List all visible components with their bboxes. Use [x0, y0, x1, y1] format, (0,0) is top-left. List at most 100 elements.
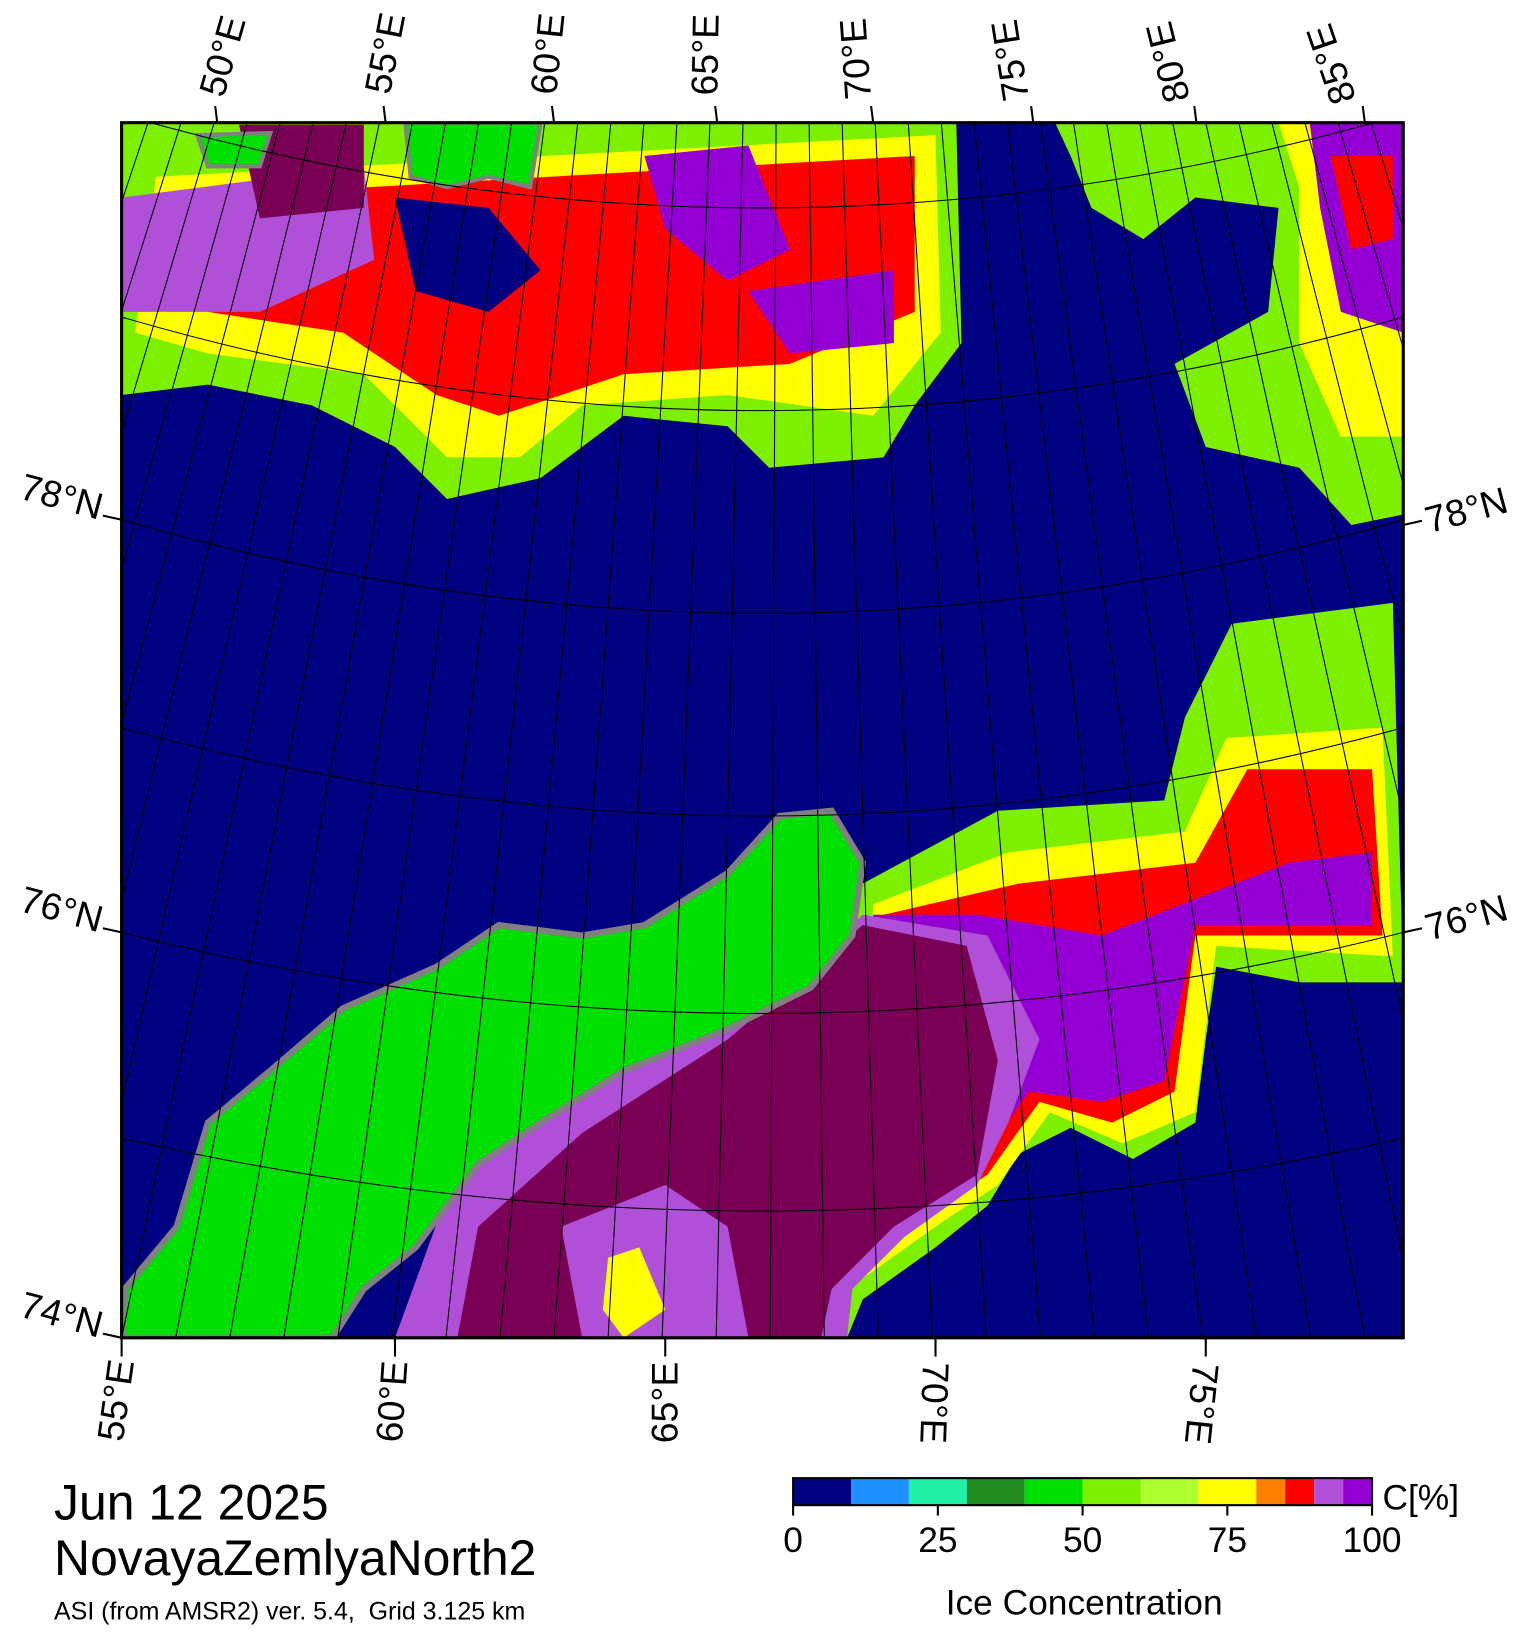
colorbar-segment	[1024, 1478, 1083, 1506]
longitude-label: 75°E	[983, 17, 1037, 104]
longitude-label: 75°E	[1177, 1361, 1227, 1446]
colorbar-tick-label: 0	[783, 1521, 803, 1560]
colorbar-segment	[851, 1478, 909, 1506]
tick-mark	[214, 105, 219, 123]
colorbar-segment	[1343, 1478, 1373, 1506]
colorbar-segment	[1285, 1478, 1315, 1506]
colorbar-label: Ice Concentration	[946, 1583, 1223, 1622]
colorbar-segment	[1140, 1478, 1199, 1506]
subtitle: ASI (from AMSR2) ver. 5.4, Grid 3.125 km	[54, 1597, 525, 1625]
meridian	[121, 122, 215, 435]
longitude-label: 60°E	[368, 1359, 416, 1443]
meridian	[841, 122, 879, 1338]
parallel	[121, 519, 1404, 614]
colorbar-segment	[1198, 1478, 1257, 1506]
tick-mark	[870, 105, 875, 123]
meridian	[769, 122, 777, 1338]
colorbar-segment	[1314, 1478, 1344, 1506]
meridian	[1073, 122, 1258, 1338]
tick-mark	[102, 514, 122, 521]
colorbar-segment	[1082, 1478, 1141, 1506]
meridian	[1470, 123, 1528, 1338]
meridian	[1172, 122, 1404, 1264]
colorbar-unit: C[%]	[1382, 1478, 1459, 1517]
meridian	[121, 122, 281, 726]
longitude-label: 55°E	[356, 9, 413, 97]
meridian	[973, 122, 1096, 1338]
meridian	[553, 122, 645, 1338]
parallel	[121, 727, 1404, 817]
meridian	[1106, 122, 1312, 1338]
meridian	[1139, 122, 1366, 1338]
meridian	[661, 122, 711, 1338]
meridian	[0, 123, 115, 1338]
colorbar-segment	[1256, 1478, 1286, 1506]
parallel	[121, 1137, 1404, 1212]
meridian	[1337, 122, 1404, 351]
meridian	[1437, 123, 1528, 1338]
meridian	[121, 122, 347, 1105]
meridian	[1404, 123, 1528, 1338]
ice-field	[1330, 155, 1393, 250]
meridian	[121, 122, 314, 902]
latitude-label: 78°N	[16, 465, 108, 527]
meridian	[1271, 122, 1404, 642]
tick-mark	[1361, 105, 1366, 123]
latitude-label: 76°N	[16, 878, 108, 940]
tick-mark	[550, 105, 556, 123]
longitude-label: 60°E	[522, 11, 572, 96]
meridian	[1503, 123, 1528, 1338]
latitude-label: 76°N	[1420, 886, 1512, 948]
meridian	[283, 122, 480, 1338]
tick-mark	[102, 1332, 122, 1339]
meridian	[1238, 122, 1404, 819]
date-title: Jun 12 2025	[54, 1475, 329, 1531]
tick-mark	[1030, 105, 1035, 123]
meridian	[1304, 122, 1404, 487]
region-title: NovayaZemlyaNorth2	[54, 1530, 536, 1586]
meridian	[229, 122, 447, 1338]
meridian	[175, 122, 413, 1338]
colorbar-tick-label: 25	[918, 1521, 957, 1560]
open-water	[394, 197, 541, 312]
longitude-label: 85°E	[1298, 19, 1364, 110]
longitude-label: 50°E	[191, 11, 254, 101]
tick-mark	[714, 105, 719, 123]
parallel	[121, 316, 1404, 412]
meridian	[940, 122, 1042, 1338]
colorbar-tick-label: 75	[1208, 1521, 1247, 1560]
meridian	[874, 122, 933, 1338]
colorbar-tick-label: 100	[1343, 1521, 1402, 1560]
ice-field	[748, 270, 894, 354]
parallel	[121, 931, 1404, 1014]
coordinate-labels: 50°E 55°E 60°E 65°E 70°E 75°E 80°E 85°E 55°E 60°E…	[16, 9, 1512, 1446]
tick-mark	[1193, 105, 1198, 123]
ice-map	[0, 122, 1528, 1338]
map-frame	[120, 121, 1405, 1340]
longitude-label: 70°E	[912, 1361, 957, 1444]
longitude-label: 55°E	[89, 1357, 142, 1444]
tick-mark	[1403, 519, 1423, 526]
latitude-label: 78°N	[1420, 479, 1512, 541]
meridian	[121, 122, 380, 1338]
meridian	[1006, 122, 1150, 1338]
meridian	[121, 122, 248, 572]
tick-mark	[1403, 927, 1423, 934]
meridian	[1039, 122, 1204, 1338]
colorbar-segment	[966, 1478, 1025, 1506]
tick-mark	[382, 105, 387, 123]
colorbar-segment	[908, 1478, 967, 1506]
meridian	[445, 122, 579, 1338]
graticule	[0, 122, 1528, 1338]
tick-mark	[102, 927, 122, 934]
ice-field	[644, 145, 790, 281]
meridian	[391, 122, 546, 1338]
meridian	[607, 122, 678, 1338]
ice-field	[602, 1247, 666, 1338]
colorbar-segment	[793, 1478, 852, 1506]
meridian	[808, 122, 825, 1338]
meridian	[0, 123, 16, 1338]
colorbar: 0 25 50 75 100	[783, 1477, 1402, 1560]
meridian	[499, 122, 612, 1338]
